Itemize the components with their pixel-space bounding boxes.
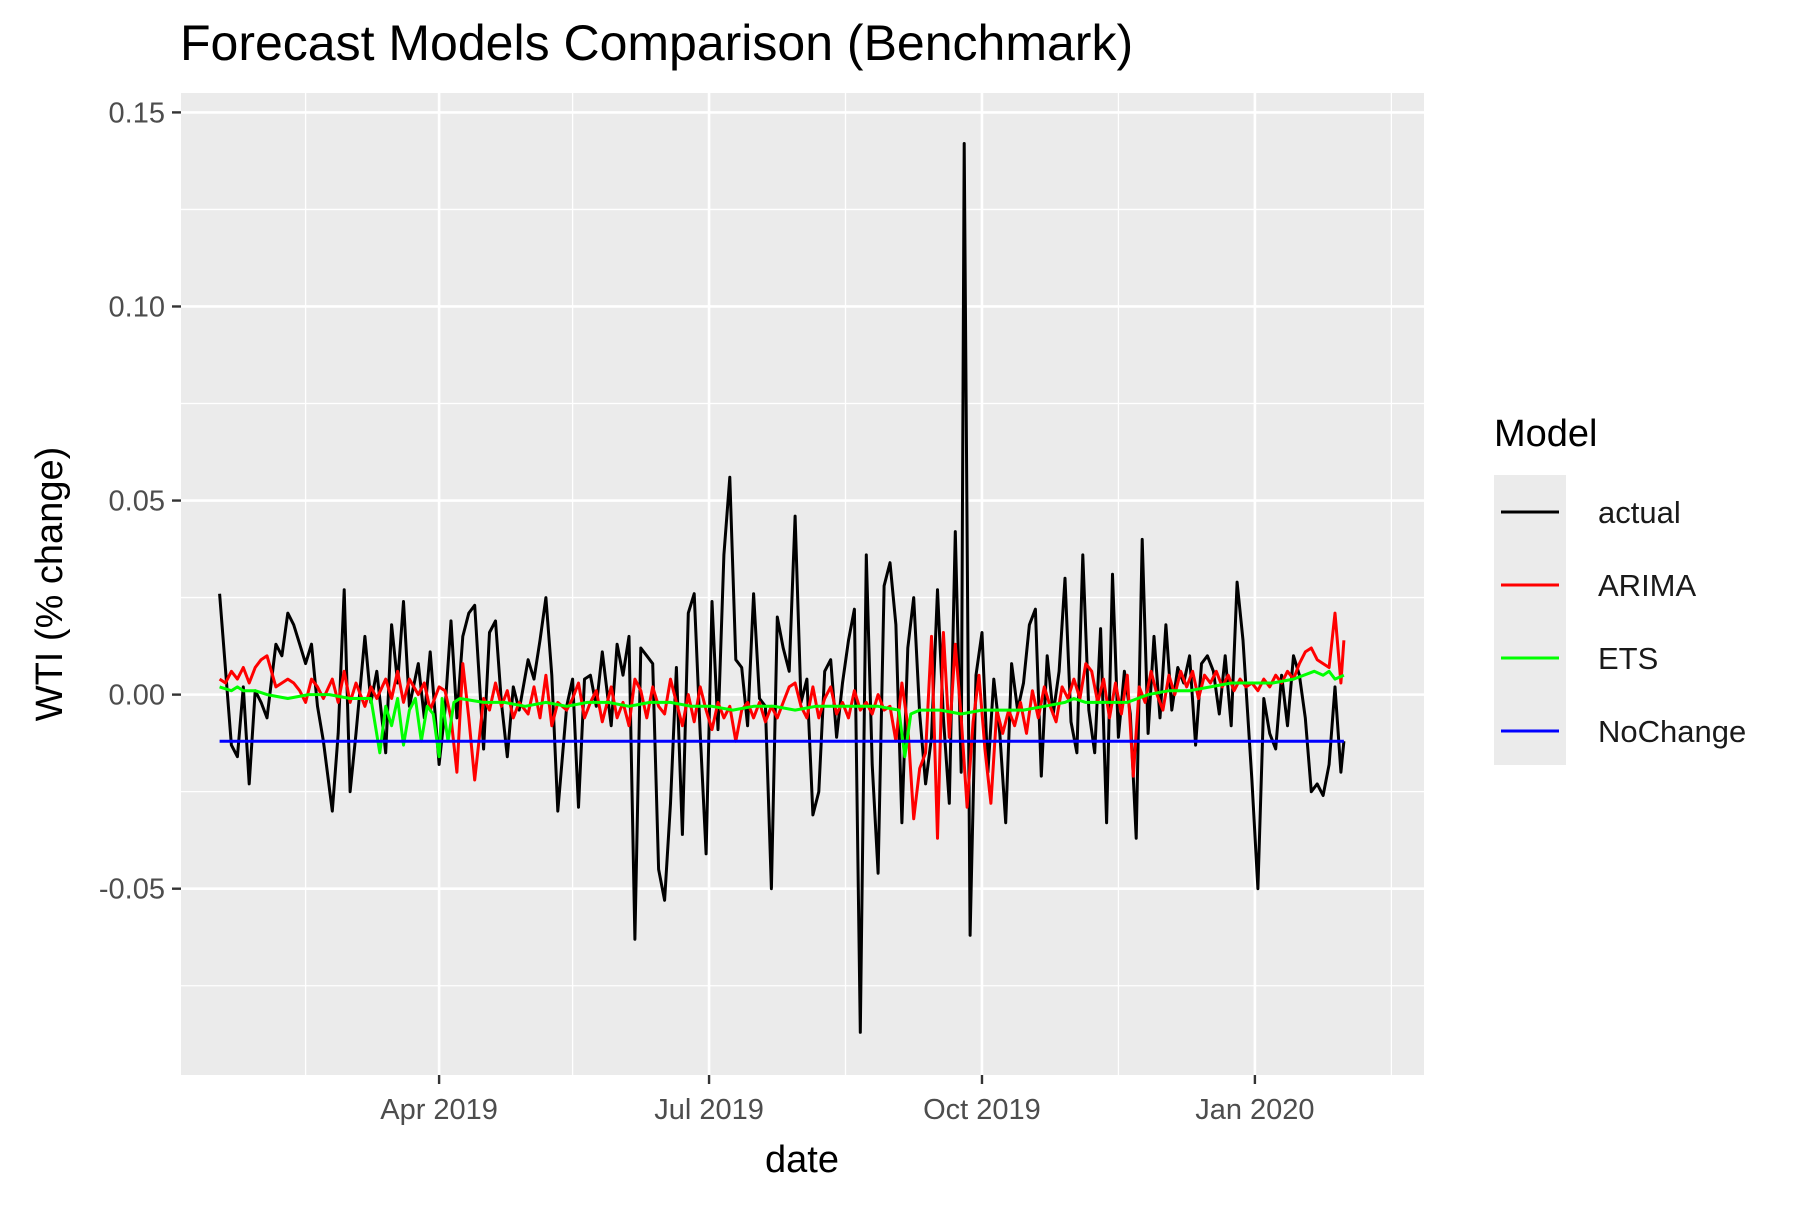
grid-minor (181, 93, 1424, 1075)
x-tick-label: Jul 2019 (654, 1094, 764, 1126)
x-axis: Apr 2019 Jul 2019 Oct 2019 Jan 2020 (380, 1075, 1315, 1126)
legend-label-actual: actual (1598, 495, 1681, 530)
y-tick-label: 0.00 (109, 680, 165, 712)
y-tick-label: 0.10 (109, 291, 165, 323)
x-tick-label: Jan 2020 (1195, 1094, 1314, 1126)
x-axis-title: date (765, 1139, 839, 1181)
legend-title: Model (1494, 413, 1598, 455)
legend-label-arima: ARIMA (1598, 568, 1697, 603)
series-layer (218, 142, 1346, 1034)
x-tick-label: Oct 2019 (923, 1094, 1041, 1126)
y-tick-label: 0.15 (109, 97, 165, 129)
legend-label-ets: ETS (1598, 641, 1658, 676)
y-axis-title: WTI (% change) (29, 447, 71, 722)
chart-title: Forecast Models Comparison (Benchmark) (180, 15, 1134, 71)
panel-background (181, 93, 1424, 1075)
x-tick-label: Apr 2019 (380, 1094, 498, 1126)
legend-items: actual ARIMA ETS NoChange (1501, 495, 1746, 749)
y-tick-label: -0.05 (99, 874, 165, 906)
legend-key-background (1494, 475, 1566, 765)
series-line-ets (219, 669, 1345, 759)
y-tick-label: 0.05 (109, 486, 165, 518)
series-line-arima (218, 611, 1346, 840)
legend-label-nochange: NoChange (1598, 714, 1746, 749)
legend: Model actual ARIMA ETS NoChange (1494, 413, 1746, 765)
y-axis: 0.15 0.10 0.05 0.00 -0.05 (99, 97, 181, 906)
